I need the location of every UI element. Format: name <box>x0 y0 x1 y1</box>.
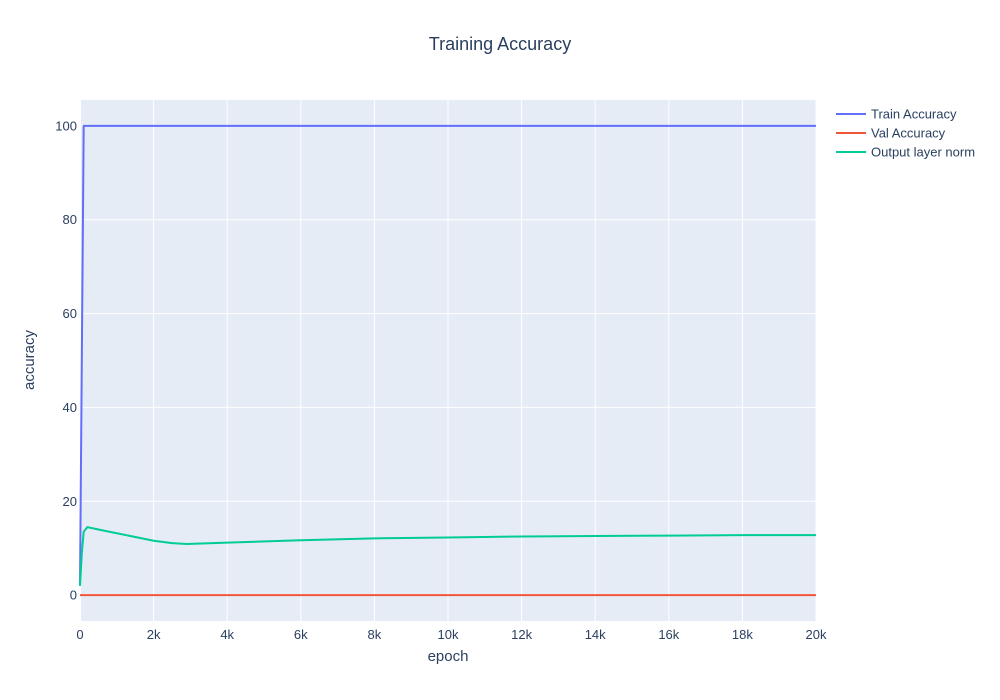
legend[interactable]: Train Accuracy Val Accuracy Output layer n… <box>836 107 975 160</box>
y-axis-ticks: 0 20 40 60 80 100 <box>55 118 77 602</box>
legend-item-train-accuracy[interactable]: Train Accuracy <box>836 107 957 122</box>
series-line-train-accuracy <box>79 124 816 586</box>
y-tick-label: 80 <box>63 212 77 227</box>
y-tick-label: 100 <box>55 118 77 133</box>
series-lines <box>79 124 816 597</box>
x-tick-label: 12k <box>511 627 532 642</box>
x-tick-label: 14k <box>585 627 606 642</box>
legend-label: Train Accuracy <box>871 107 957 122</box>
legend-label: Val Accuracy <box>871 126 946 141</box>
x-tick-label: 6k <box>294 627 308 642</box>
x-tick-label: 20k <box>806 627 827 642</box>
y-tick-label: 0 <box>70 588 77 603</box>
series-line-output-layer-norm <box>79 526 816 586</box>
y-tick-label: 20 <box>63 494 77 509</box>
x-axis-ticks: 0 2k 4k 6k 8k 10k 12k 14k 16k 18k 20k <box>76 627 827 642</box>
x-tick-label: 0 <box>76 627 83 642</box>
x-tick-label: 4k <box>220 627 234 642</box>
x-tick-label: 16k <box>658 627 679 642</box>
x-tick-label: 8k <box>368 627 382 642</box>
y-tick-label: 40 <box>63 400 77 415</box>
x-tick-label: 18k <box>732 627 753 642</box>
x-tick-label: 10k <box>438 627 459 642</box>
x-axis-title: epoch <box>428 648 469 665</box>
legend-item-output-layer-norm[interactable]: Output layer norm <box>836 145 975 160</box>
y-axis-title: accuracy <box>21 329 38 390</box>
chart-title: Training Accuracy <box>429 34 571 54</box>
y-tick-label: 60 <box>63 306 77 321</box>
legend-label: Output layer norm <box>871 145 975 160</box>
legend-item-val-accuracy[interactable]: Val Accuracy <box>836 126 946 141</box>
x-tick-label: 2k <box>147 627 161 642</box>
